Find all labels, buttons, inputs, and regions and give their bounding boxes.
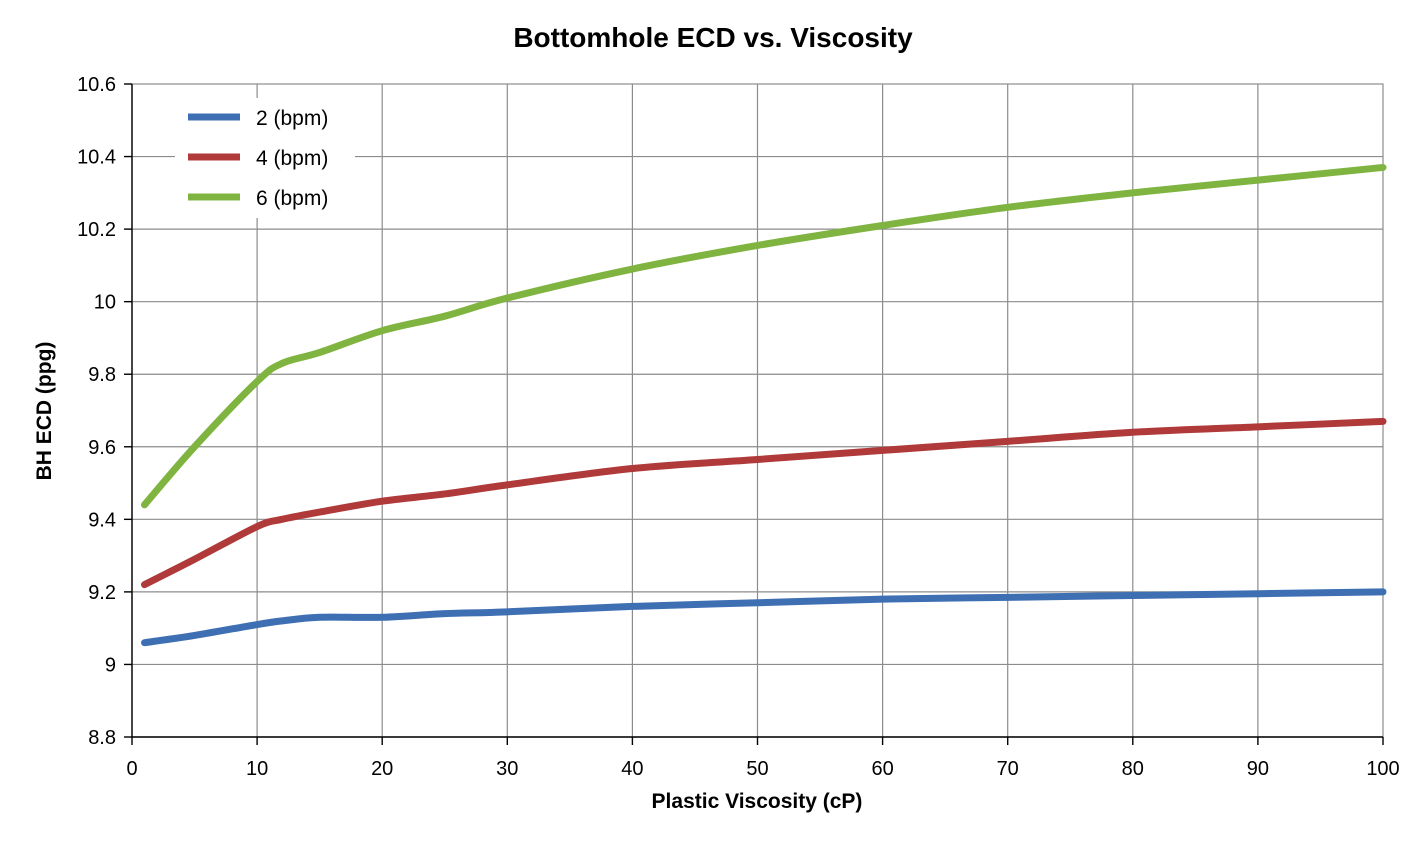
y-tick-label: 9.8 [88,364,116,386]
y-axis-label: BH ECD (ppg) [33,342,56,481]
y-tick-label: 10.6 [77,74,116,96]
x-tick-label: 40 [621,758,643,780]
legend: 2 (bpm) 4 (bpm) 6 (bpm) [175,98,355,218]
grid-lines [132,84,1383,737]
series-2-line [141,417,1387,589]
y-tick-label: 10.2 [77,219,116,241]
series-1-line [141,588,1387,647]
y-tick-label: 9.2 [88,582,116,604]
y-tick-label: 10 [94,292,116,314]
x-tick-label: 70 [997,758,1019,780]
x-tick-label: 60 [871,758,893,780]
x-tick-label: 10 [246,758,268,780]
y-tick-label: 8.8 [88,727,116,749]
chart-title: Bottomhole ECD vs. Viscosity [513,22,913,53]
x-tick-label: 30 [496,758,518,780]
x-tick-label: 20 [371,758,393,780]
series-lines [141,163,1387,647]
tick-labels: 0 10 20 30 40 50 60 70 80 90 100 8.8 9 9.2 9.4 9.6 9.8 10… [77,74,1400,780]
y-tick-label: 10.4 [77,147,116,169]
y-tick-label: 9.6 [88,437,116,459]
x-axis-label: Plastic Viscosity (cP) [652,790,863,813]
axes [124,83,1384,745]
x-tick-label: 100 [1366,758,1399,780]
y-tick-label: 9.4 [88,509,116,531]
y-tick-label: 9 [105,654,116,676]
x-tick-label: 50 [746,758,768,780]
series-1-legend-label: 2 (bpm) [256,107,328,130]
series-3-line [141,163,1387,509]
x-tick-label: 80 [1122,758,1144,780]
series-3-legend-label: 6 (bpm) [256,187,328,210]
x-tick-label: 0 [126,758,137,780]
x-tick-label: 90 [1247,758,1269,780]
series-2-legend-label: 4 (bpm) [256,147,328,170]
